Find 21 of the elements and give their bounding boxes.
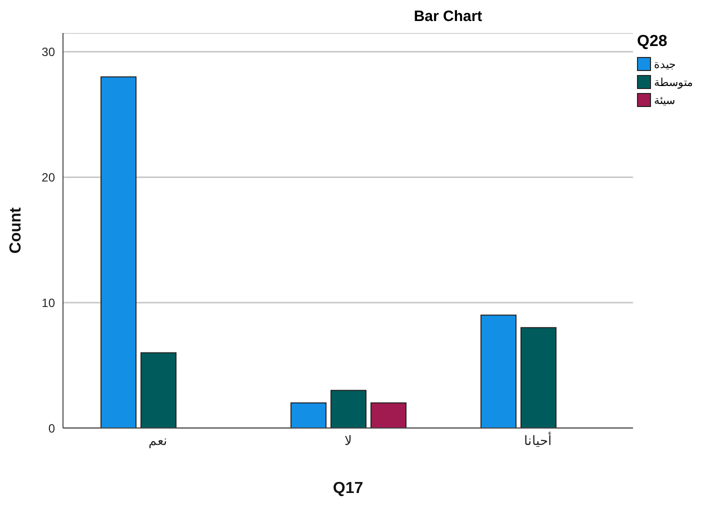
- x-axis-title: Q17: [332, 480, 364, 497]
- x-tick-label: لا: [344, 433, 352, 448]
- chart-title: Bar Chart: [412, 8, 484, 25]
- bar: [330, 390, 366, 428]
- bar: [290, 402, 326, 428]
- bar: [520, 327, 556, 428]
- y-tick-label: 30: [42, 45, 56, 60]
- legend-label: متوسطة: [654, 76, 693, 88]
- y-tick-label: 0: [48, 421, 56, 436]
- y-tick-label: 10: [42, 296, 56, 310]
- x-tick-label: نعم: [148, 433, 168, 450]
- legend-label: جيدة: [654, 58, 676, 70]
- x-tick-label: أحيانا: [524, 432, 552, 448]
- bar: [100, 76, 136, 428]
- bar: [140, 352, 176, 428]
- bar: [370, 402, 406, 428]
- y-axis-title: Count: [8, 206, 25, 254]
- legend-label: سيئة: [654, 94, 675, 106]
- legend-title: Q28: [637, 33, 668, 51]
- bar: [480, 314, 516, 428]
- y-tick-label: 20: [42, 170, 56, 184]
